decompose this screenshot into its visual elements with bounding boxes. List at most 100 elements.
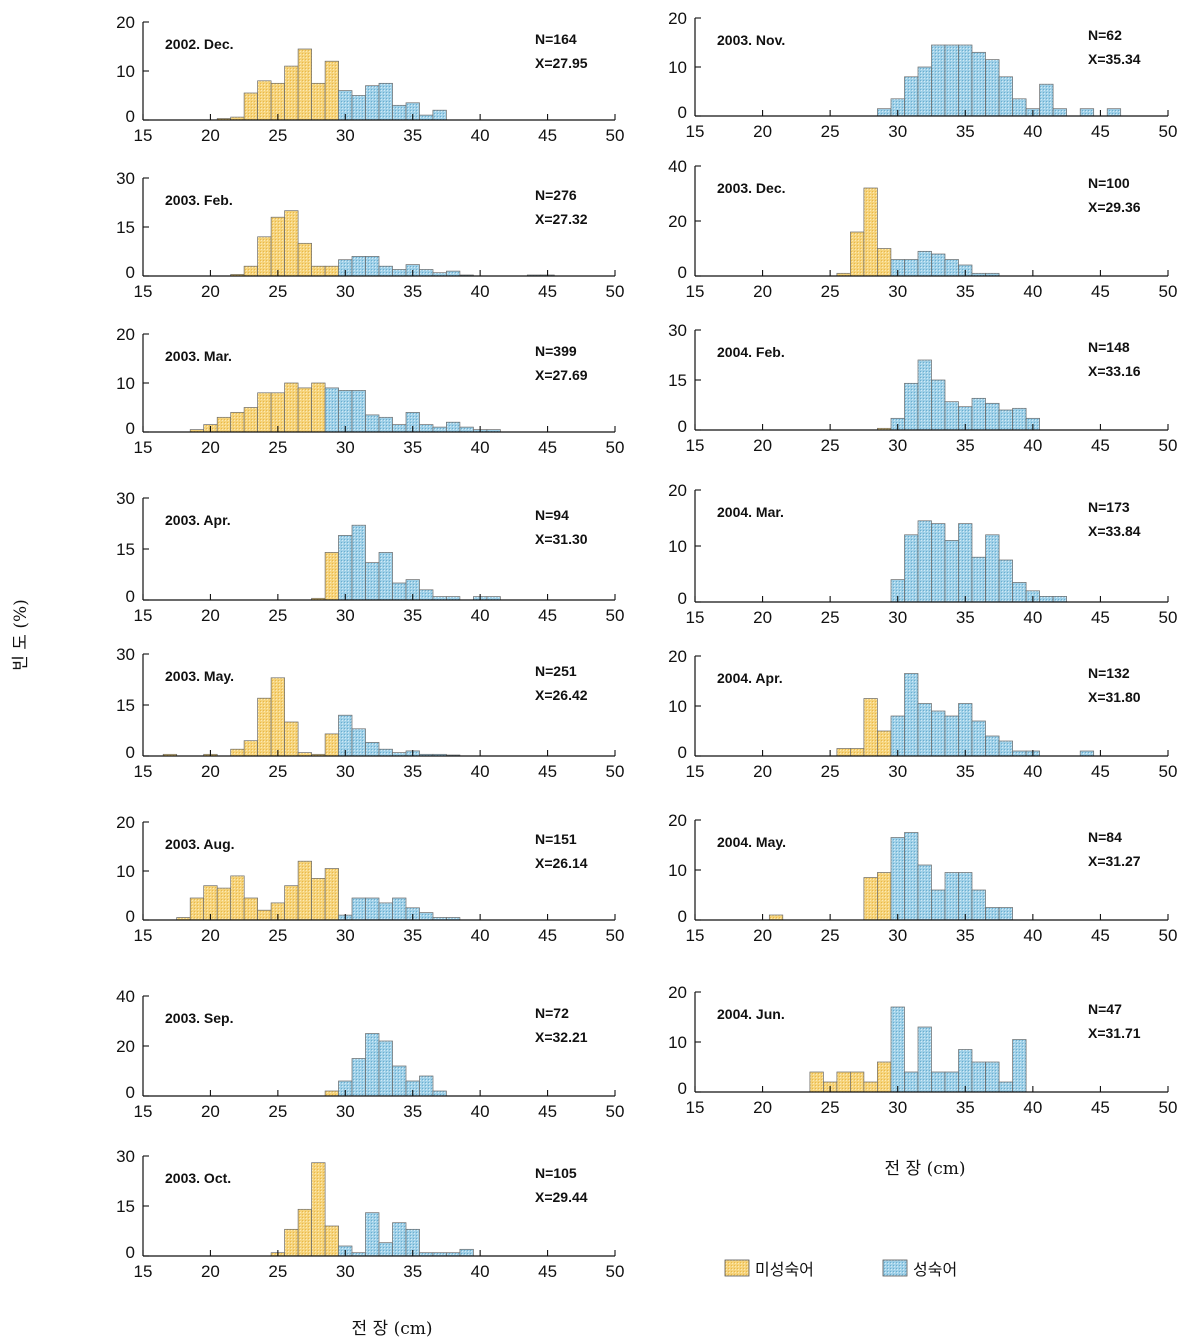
x-tick-label-2003-oct-45: 45 <box>538 1262 557 1281</box>
x-tick-label-2004-apr-30: 30 <box>888 762 907 781</box>
panel-2003-nov: 0 10 20 15 20 25 30 35 40 45 50 2003. Nov. N=62 X=35.… <box>668 9 1177 141</box>
x-tick-label-2003-aug-15: 15 <box>134 926 153 945</box>
legend-label-mature: 성숙어 <box>913 1260 957 1279</box>
bar-immature-2003-dec-27 <box>850 231 865 277</box>
x-tick-label-2003-may-25: 25 <box>268 762 287 781</box>
bar-mature-2003-apr-33 <box>378 552 393 601</box>
bar-mature-2004-jun-39 <box>1012 1039 1027 1093</box>
panel-title-2003-oct: 2003. Oct. <box>165 1170 231 1186</box>
x-tick-label-2002-dec-20: 20 <box>201 126 220 145</box>
mean-length-2003-feb: X=27.32 <box>535 211 588 227</box>
bar-immature-2004-apr-29 <box>877 730 892 757</box>
bar-mature-2003-mar-30 <box>338 390 353 433</box>
x-tick-label-2003-oct-35: 35 <box>403 1262 422 1281</box>
panel-title-2004-feb: 2004. Feb. <box>717 344 785 360</box>
y-tick-label-2003-aug-10: 10 <box>116 862 135 881</box>
bar-mature-2003-apr-31 <box>351 524 366 601</box>
x-tick-label-2003-apr-20: 20 <box>201 606 220 625</box>
panel-2004-mar: 0 10 20 15 20 25 30 35 40 45 50 2004. Mar. N=173 X=33… <box>668 481 1177 627</box>
x-tick-label-2004-apr-45: 45 <box>1091 762 1110 781</box>
sample-size-2003-sep: N=72 <box>535 1005 569 1021</box>
bar-mature-2003-oct-34 <box>392 1222 407 1257</box>
bar-mature-2004-mar-37 <box>985 534 1000 603</box>
bar-immature-2003-aug-27 <box>297 860 312 921</box>
x-tick-label-2003-apr-25: 25 <box>268 606 287 625</box>
x-tick-label-2003-apr-40: 40 <box>471 606 490 625</box>
x-tick-label-2003-sep-20: 20 <box>201 1102 220 1121</box>
bar-mature-2004-apr-33 <box>931 710 946 757</box>
y-tick-label-2004-feb-0: 0 <box>678 417 687 436</box>
bar-mature-2003-feb-31 <box>351 256 366 277</box>
bar-mature-2004-may-37 <box>985 907 1000 921</box>
x-tick-label-2004-jun-50: 50 <box>1159 1098 1178 1117</box>
bar-mature-2003-may-31 <box>351 728 366 757</box>
bar-immature-2003-aug-19 <box>189 897 205 921</box>
y-tick-label-2004-jun-10: 10 <box>668 1033 687 1052</box>
bar-immature-2003-may-22 <box>230 748 245 757</box>
bar-immature-2003-oct-29 <box>324 1225 339 1257</box>
bar-mature-2003-apr-30 <box>338 535 353 601</box>
x-tick-label-2003-feb-25: 25 <box>268 282 287 301</box>
bar-mature-2003-sep-31 <box>351 1058 366 1097</box>
y-tick-label-2003-nov-20: 20 <box>668 9 687 28</box>
bar-mature-2004-mar-32 <box>917 520 932 603</box>
y-tick-label-2003-may-15: 15 <box>116 696 135 715</box>
bar-mature-2003-nov-39 <box>1012 98 1027 117</box>
x-tick-label-2003-nov-25: 25 <box>821 122 840 141</box>
bar-mature-2004-jun-35 <box>958 1049 973 1093</box>
bar-immature-2003-may-23 <box>243 740 258 757</box>
x-tick-label-2004-jun-15: 15 <box>686 1098 705 1117</box>
x-tick-label-2004-may-40: 40 <box>1023 926 1042 945</box>
x-tick-label-2003-mar-20: 20 <box>201 438 220 457</box>
x-tick-label-2003-aug-25: 25 <box>268 926 287 945</box>
bar-immature-2003-aug-23 <box>243 897 258 921</box>
bar-immature-2003-mar-22 <box>230 412 245 433</box>
x-tick-label-2004-jun-25: 25 <box>821 1098 840 1117</box>
bar-mature-2004-feb-39 <box>1012 407 1027 431</box>
y-tick-label-2003-mar-10: 10 <box>116 374 135 393</box>
bar-mature-2003-aug-34 <box>392 897 407 921</box>
x-tick-label-2003-aug-40: 40 <box>471 926 490 945</box>
bar-immature-2004-jun-27 <box>850 1071 865 1093</box>
x-tick-label-2004-jun-30: 30 <box>888 1098 907 1117</box>
y-tick-label-2004-feb-15: 15 <box>668 371 687 390</box>
bar-mature-2003-mar-39 <box>459 426 474 433</box>
bar-immature-2003-may-26 <box>284 721 299 757</box>
bar-mature-2004-feb-36 <box>971 397 986 431</box>
x-tick-label-2002-dec-15: 15 <box>134 126 153 145</box>
mean-length-2003-oct: X=29.44 <box>535 1189 588 1205</box>
x-axis-title-left: 전 장 (cm) <box>352 1319 433 1339</box>
x-tick-label-2003-feb-50: 50 <box>606 282 625 301</box>
sample-size-2003-aug: N=151 <box>535 831 577 847</box>
x-tick-label-2003-oct-50: 50 <box>606 1262 625 1281</box>
bar-mature-2003-mar-37 <box>432 426 447 433</box>
bar-mature-2004-mar-38 <box>998 559 1013 603</box>
y-tick-label-2003-oct-30: 30 <box>116 1147 135 1166</box>
bar-immature-2002-dec-27 <box>297 48 312 121</box>
mean-length-2004-apr: X=31.80 <box>1088 689 1141 705</box>
y-tick-label-2003-oct-15: 15 <box>116 1197 135 1216</box>
x-tick-label-2004-mar-35: 35 <box>956 608 975 627</box>
x-tick-label-2004-may-35: 35 <box>956 926 975 945</box>
bar-mature-2004-jun-34 <box>944 1071 959 1093</box>
bar-mature-2003-may-32 <box>365 742 380 757</box>
x-tick-label-2004-may-30: 30 <box>888 926 907 945</box>
y-tick-label-2004-may-10: 10 <box>668 861 687 880</box>
bar-mature-2002-dec-37 <box>432 109 447 121</box>
bar-mature-2004-apr-35 <box>958 703 973 757</box>
bar-mature-2004-jun-33 <box>931 1071 946 1093</box>
bar-mature-2003-feb-36 <box>419 269 434 277</box>
bar-mature-2003-dec-32 <box>917 250 932 277</box>
x-tick-label-2004-apr-35: 35 <box>956 762 975 781</box>
bar-immature-2003-feb-27 <box>297 242 312 277</box>
x-tick-label-2003-dec-15: 15 <box>686 282 705 301</box>
mean-length-2003-may: X=26.42 <box>535 687 588 703</box>
x-tick-label-2003-feb-15: 15 <box>134 282 153 301</box>
bar-mature-2004-mar-35 <box>958 523 973 603</box>
bar-mature-2004-mar-34 <box>944 540 959 603</box>
bar-mature-2002-dec-34 <box>392 104 407 121</box>
